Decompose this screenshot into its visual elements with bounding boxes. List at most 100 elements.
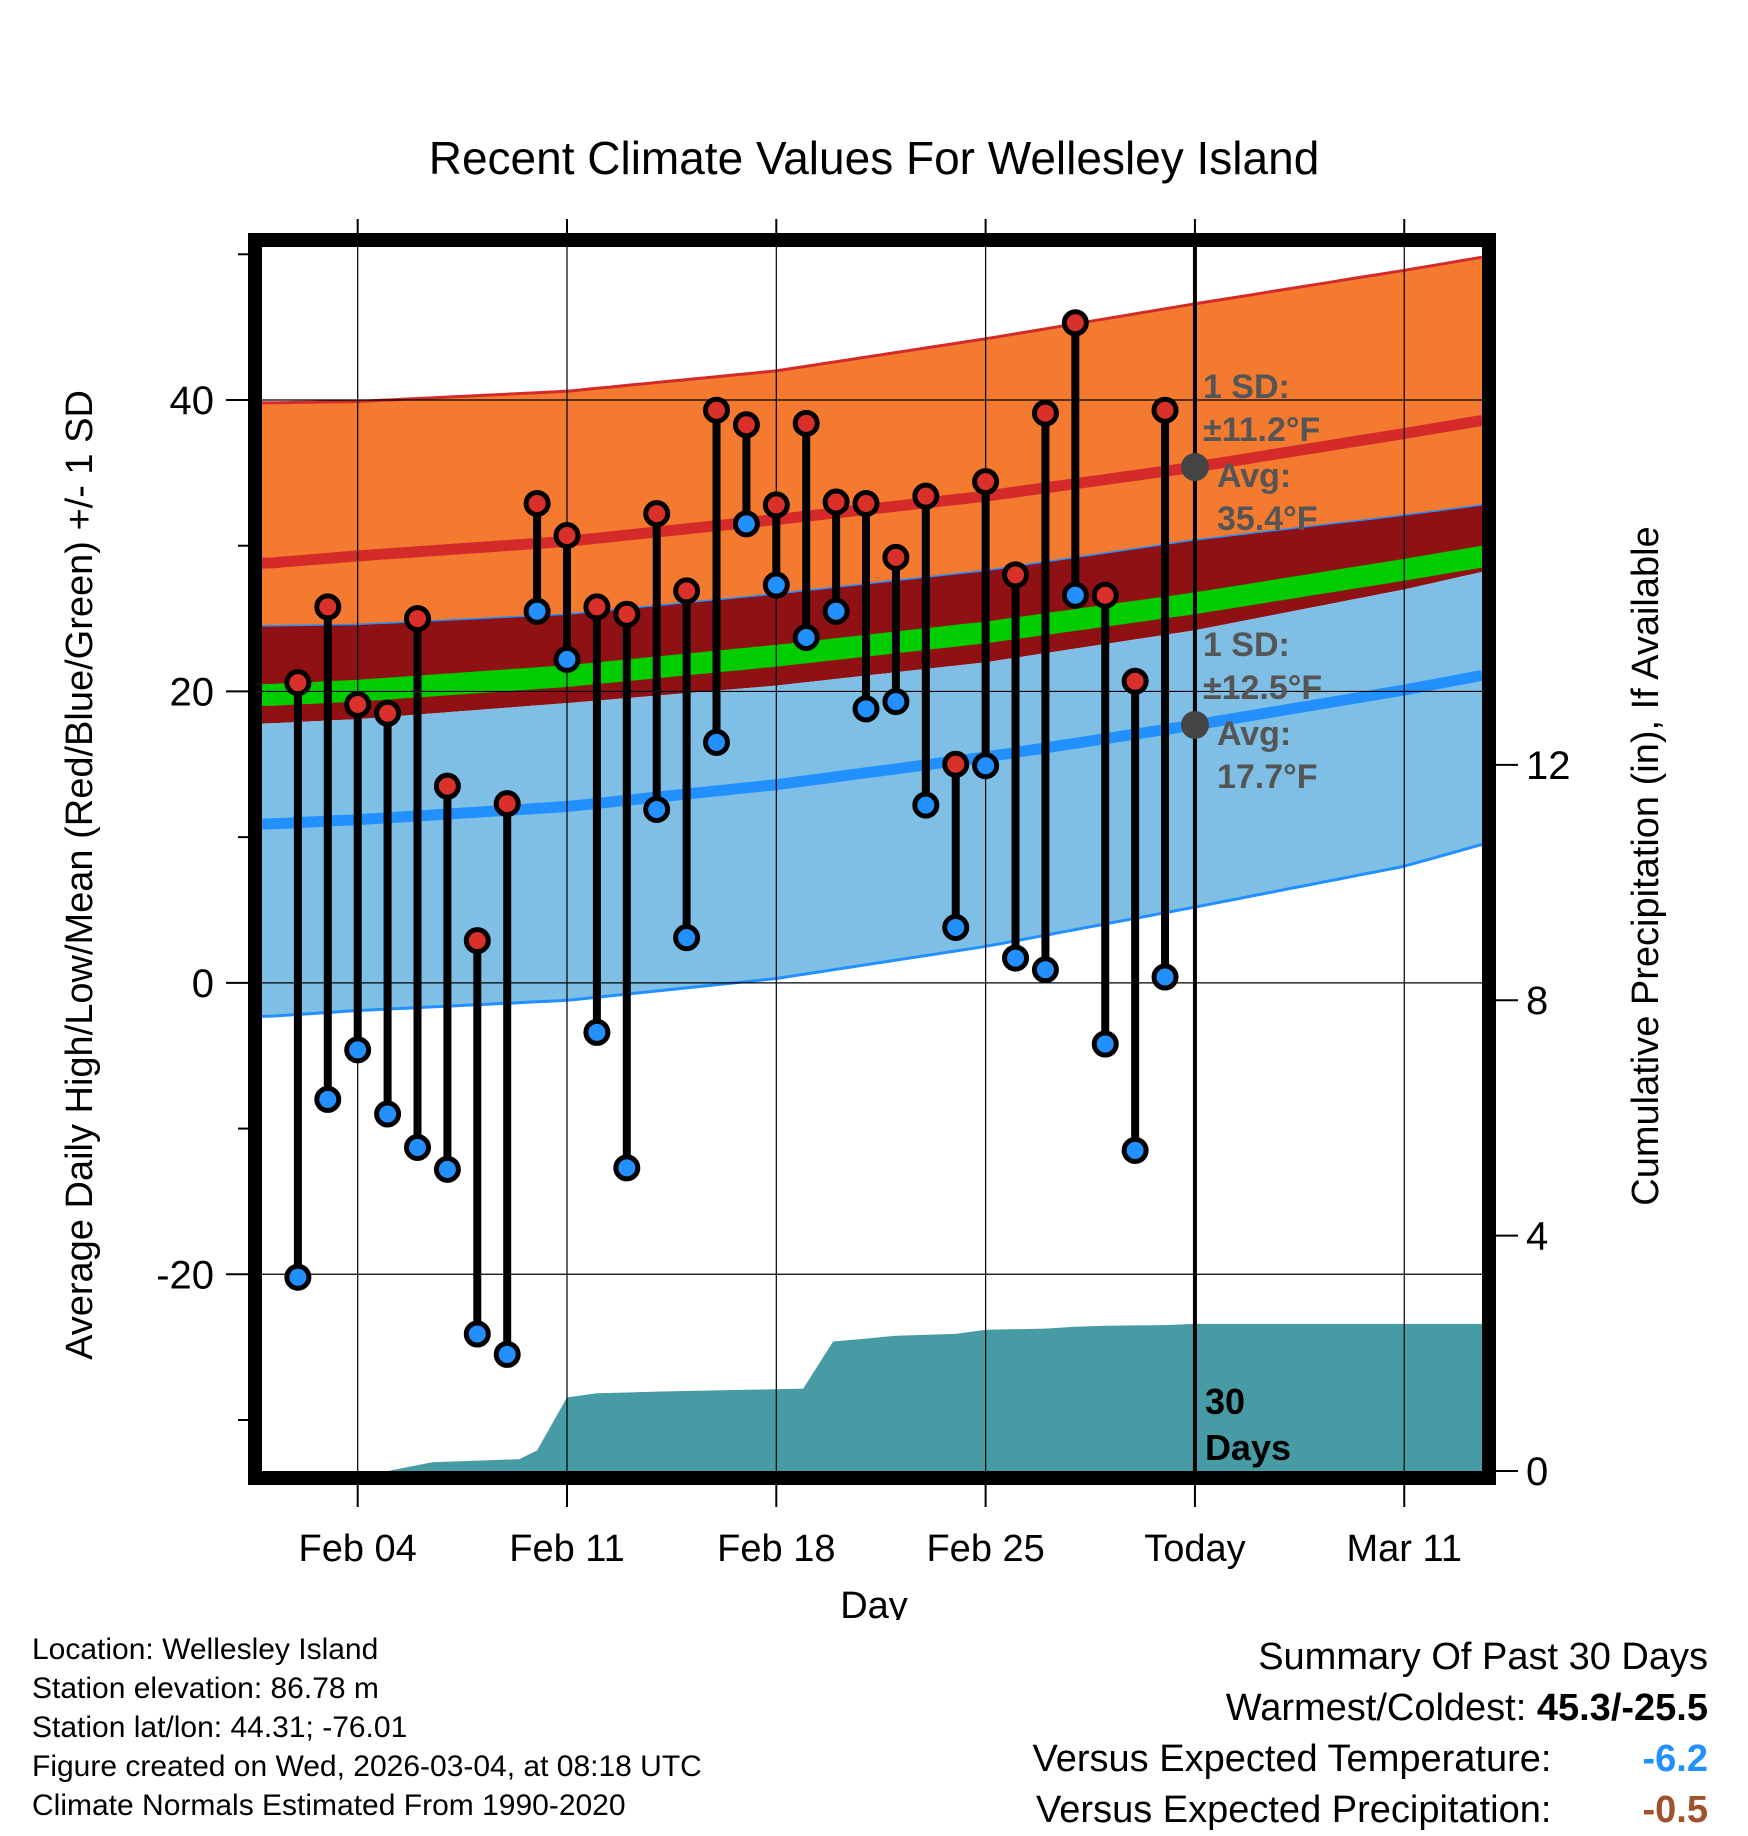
obs-high-point: [344, 691, 372, 719]
obs-low-point: [314, 1085, 342, 1113]
obs-low-point: [463, 1320, 491, 1348]
temp-row: Versus Expected Temperature: -6.2: [1033, 1734, 1708, 1785]
warm-cold-value: 45.3/-25.5: [1536, 1687, 1708, 1729]
precip-value: -0.5: [1642, 1789, 1708, 1831]
obs-low-point: [433, 1155, 461, 1183]
today-low-avg-point: [1180, 710, 1209, 739]
obs-low-point: [493, 1340, 521, 1368]
obs-low-point: [762, 571, 790, 599]
obs-low-point: [403, 1134, 431, 1162]
obs-high-point: [1031, 399, 1059, 427]
x-tick-label: Feb 25: [926, 1528, 1044, 1570]
obs-high-point: [403, 605, 431, 633]
today-high-avg-point: [1180, 453, 1209, 482]
x-tick-label: Feb 04: [299, 1528, 417, 1570]
obs-high-point: [972, 468, 1000, 496]
obs-low-point: [732, 510, 760, 538]
obs-low-point: [523, 597, 551, 625]
location-text: Location: Wellesley Island: [32, 1633, 379, 1666]
obs-high-point: [553, 522, 581, 550]
obs-low-point: [284, 1263, 312, 1291]
obs-low-point: [673, 924, 701, 952]
low-avg-label: Avg:: [1217, 715, 1291, 753]
created-text: Figure created on Wed, 2026-03-04, at 08…: [32, 1750, 702, 1783]
obs-low-point: [942, 913, 970, 941]
obs-low-point: [882, 688, 910, 716]
obs-low-point: [972, 752, 1000, 780]
annotations: 1 SD: ±11.2°F Avg: 35.4°F 1 SD: ±12.5°F Avg: 17…: [1180, 368, 1322, 1468]
obs-high-point: [732, 411, 760, 439]
high-sd-label: 1 SD:: [1203, 368, 1290, 406]
obs-high-point: [463, 927, 491, 955]
precip-row: Versus Expected Precipitation: -0.5: [1033, 1785, 1708, 1836]
climate-chart: Recent Climate Values For Wellesley Isla…: [59, 132, 1667, 1620]
summary-title: Summary Of Past 30 Days: [1258, 1636, 1708, 1678]
high-avg-value: 35.4°F: [1217, 500, 1318, 538]
obs-high-point: [284, 669, 312, 697]
warm-cold-row: Warmest/Coldest: 45.3/-25.5: [1033, 1683, 1708, 1734]
x-tick-label: Feb 18: [717, 1528, 835, 1570]
y-tick-label: -20: [156, 1253, 214, 1297]
obs-low-point: [613, 1154, 641, 1182]
normal-low-line: [261, 669, 1483, 830]
warm-cold-label: Warmest/Coldest:: [1225, 1687, 1527, 1729]
high-plus-sd-line: [261, 255, 1483, 405]
x-axis-label: Day: [840, 1585, 908, 1620]
x-tick-label: Mar 11: [1347, 1528, 1462, 1570]
axes: -20 0 20 40 0 4 8 12 Feb 04 Feb 11 Feb 18 Feb 25 Tod…: [156, 219, 1571, 1570]
obs-high-point: [792, 409, 820, 437]
low-sd-label: 1 SD:: [1203, 626, 1290, 664]
y2-tick-label: 4: [1526, 1215, 1548, 1259]
obs-high-point: [762, 491, 790, 519]
plot-frame: [248, 233, 1496, 1485]
obs-high-point: [643, 500, 671, 528]
high-sd-value: ±11.2°F: [1203, 411, 1320, 449]
obs-low-point: [1121, 1136, 1149, 1164]
high-minus-sd-line: [261, 504, 1483, 627]
obs-low-point: [1031, 956, 1059, 984]
low-minus-sd-line: [261, 842, 1483, 1018]
obs-low-point: [703, 728, 731, 756]
obs-high-point: [673, 577, 701, 605]
y2-tick-label: 0: [1526, 1450, 1548, 1494]
low-sd-value: ±12.5°F: [1203, 669, 1322, 707]
obs-high-point: [1091, 581, 1119, 609]
obs-high-point: [912, 482, 940, 510]
obs-high-point: [1061, 309, 1089, 337]
obs-high-point: [314, 593, 342, 621]
y2-tick-label: 12: [1526, 744, 1571, 788]
obs-high-point: [822, 488, 850, 516]
obs-low-point: [852, 695, 880, 723]
obs-high-point: [523, 489, 551, 517]
chart-title: Recent Climate Values For Wellesley Isla…: [429, 132, 1320, 184]
y-tick-label: 20: [170, 670, 215, 714]
obs-high-point: [433, 772, 461, 800]
temp-label: Versus Expected Temperature:: [1032, 1738, 1552, 1780]
normals-text: Climate Normals Estimated From 1990-2020: [32, 1789, 626, 1822]
obs-low-point: [1091, 1030, 1119, 1058]
obs-low-point: [583, 1018, 611, 1046]
obs-low-point: [792, 624, 820, 652]
obs-high-point: [703, 396, 731, 424]
y2-tick-label: 8: [1526, 979, 1548, 1023]
obs-high-point: [613, 600, 641, 628]
y2-axis-label: Cumulative Precipitation (in), If Availa…: [1625, 526, 1667, 1205]
obs-high-point: [882, 543, 910, 571]
x-tick-label: Today: [1144, 1528, 1245, 1570]
low-avg-value: 17.7°F: [1217, 758, 1318, 796]
obs-low-point: [643, 795, 671, 823]
obs-high-point: [942, 750, 970, 778]
obs-low-point: [553, 645, 581, 673]
x-tick-label: Feb 11: [509, 1528, 624, 1570]
obs-low-point: [1151, 963, 1179, 991]
y-tick-label: 40: [170, 379, 215, 423]
obs-high-point: [852, 489, 880, 517]
elevation-text: Station elevation: 86.78 m: [32, 1672, 379, 1705]
obs-high-point: [374, 699, 402, 727]
precip-label: Versus Expected Precipitation:: [1036, 1789, 1552, 1831]
obs-low-point: [1002, 944, 1030, 972]
latlon-text: Station lat/lon: 44.31; -76.01: [32, 1711, 408, 1744]
obs-high-point: [493, 790, 521, 818]
summary-panel: Summary Of Past 30 Days Warmest/Coldest:…: [1033, 1632, 1708, 1836]
obs-low-point: [912, 791, 940, 819]
